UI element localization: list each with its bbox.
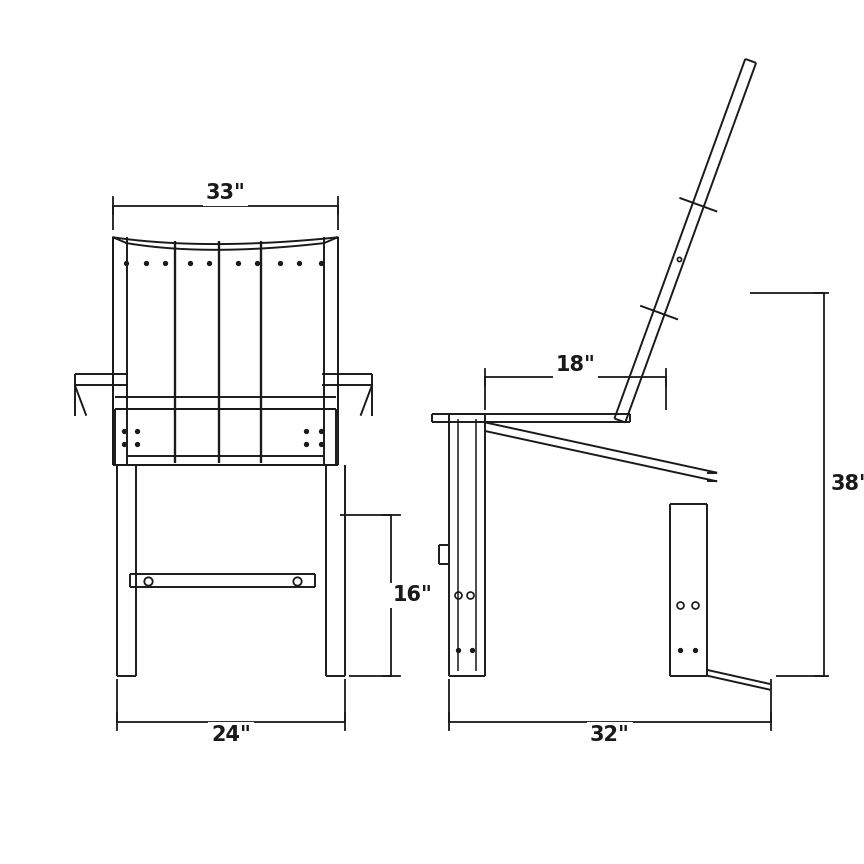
- Text: 32": 32": [590, 725, 630, 745]
- Text: 24": 24": [211, 725, 251, 745]
- Text: 16": 16": [392, 586, 432, 606]
- Text: 33": 33": [206, 183, 245, 203]
- Text: 18": 18": [556, 355, 596, 375]
- Text: 38": 38": [830, 474, 864, 494]
